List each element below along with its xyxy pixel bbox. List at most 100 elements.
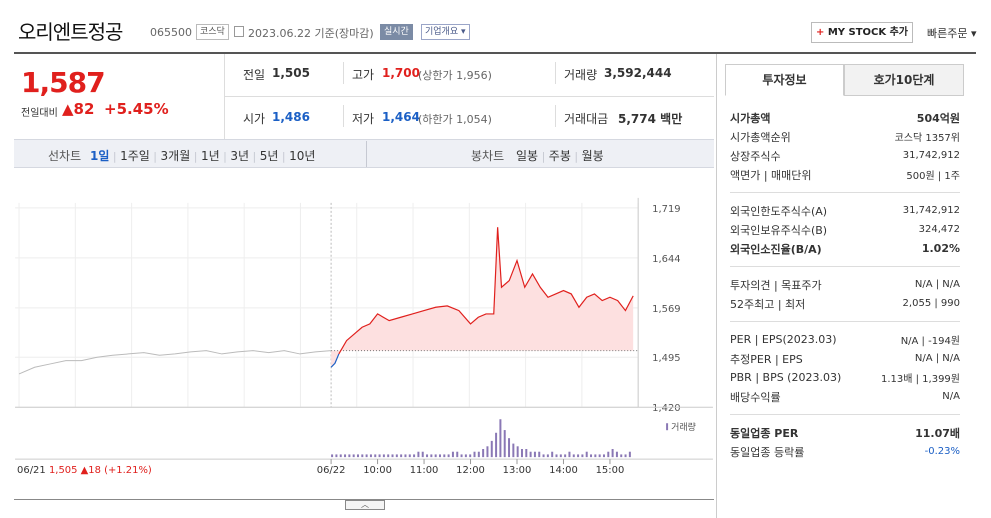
y-tick-label: 1,420 (652, 403, 681, 414)
candle-tab[interactable]: 주봉 (548, 149, 571, 163)
info-value: 코스닥 1357위 (894, 133, 960, 144)
chart-expand-handle[interactable]: ︿ (345, 500, 385, 510)
info-key: 동일업종 PER (730, 426, 799, 440)
volume-bar (555, 454, 558, 458)
x-tick-label: 13:00 (503, 465, 532, 476)
volume-bar (538, 451, 541, 458)
info-row: PER | EPS(2023.03) N/A | -194원 (730, 330, 960, 349)
info-row: 외국인보유주식수(B) 324,472 (730, 220, 960, 239)
volume-value: 3,592,444 (604, 66, 672, 80)
range-tab[interactable]: 3년 (230, 149, 250, 163)
today-series-up (338, 227, 634, 355)
info-key: 외국인한도주식수(A) (730, 204, 828, 218)
info-group: 동일업종 PER 11.07배 동일업종 등락률 -0.23% (730, 423, 960, 469)
amount-number: 5,774 (618, 112, 656, 126)
info-row: 투자의견 | 목표주가 N/A | N/A (730, 275, 960, 294)
volume-bar (624, 454, 627, 458)
prev-day-series (18, 350, 332, 375)
prev-day-summary: 1,505 ▲18 (+1.21%) (49, 465, 152, 476)
volume-bar (516, 446, 519, 458)
info-value: 1.02% (921, 242, 960, 255)
tab-investment-info[interactable]: 투자정보 (725, 64, 844, 96)
info-row: 외국인한도주식수(A) 31,742,912 (730, 201, 960, 220)
line-chart-label: 선차트 (48, 149, 82, 163)
range-tab[interactable]: 1일 (90, 149, 110, 163)
realtime-button[interactable]: 실시간 (380, 24, 413, 40)
up-arrow-icon: ▲ (62, 100, 74, 118)
volume-bar (378, 454, 381, 458)
volume-bar (520, 449, 523, 458)
volume-bar (374, 454, 377, 458)
change-percent: +5.45% (104, 100, 169, 118)
info-value: 2,055 | 990 (902, 298, 960, 309)
volume-bar (369, 454, 372, 458)
volume-bar (503, 430, 506, 458)
x-tick-label: 12:00 (456, 465, 485, 476)
open-price: 1,486 (272, 110, 310, 124)
candle-chart-label: 봉차트 (471, 149, 505, 163)
volume-bar (477, 451, 480, 458)
volume-bar (628, 451, 631, 458)
volume-bar (460, 454, 463, 458)
gain-area (331, 227, 634, 368)
volume-bar (529, 451, 532, 458)
range-tab[interactable]: 1년 (200, 149, 220, 163)
range-tab[interactable]: 1주일 (120, 149, 150, 163)
info-row: 52주최고 | 최저 2,055 | 990 (730, 294, 960, 313)
volume-bar (356, 454, 359, 458)
high-label: 고가 (352, 68, 375, 82)
info-row: 외국인소진율(B/A) 1.02% (730, 239, 960, 258)
volume-bar (400, 454, 403, 458)
info-key: 액면가 | 매매단위 (730, 168, 812, 182)
panel-divider (716, 54, 717, 518)
quick-order-button[interactable]: 빠른주문 ▾ (927, 25, 977, 41)
today-series-down (330, 353, 340, 368)
header-divider (14, 52, 976, 54)
add-mystock-button[interactable]: + MY STOCK 추가 (811, 22, 913, 43)
volume-bar (512, 443, 515, 458)
stock-name: 오리엔트정공 (18, 20, 123, 44)
range-tab[interactable]: 3개월 (160, 149, 191, 163)
info-key: 동일업종 등락률 (730, 445, 805, 459)
volume-bar (602, 454, 605, 458)
cell-divider (555, 62, 556, 84)
y-tick-label: 1,569 (652, 304, 681, 315)
tab-separator: | (109, 150, 121, 163)
price-change: ▲82 (62, 100, 94, 118)
tab-separator: | (149, 150, 161, 163)
open-label: 시가 (243, 112, 266, 126)
volume-bar (430, 454, 433, 458)
tab-orderbook[interactable]: 호가10단계 (844, 64, 964, 96)
info-key: 배당수익률 (730, 390, 781, 404)
corp-info-dropdown[interactable]: 기업개요 ▾ (421, 24, 470, 40)
y-tick-label: 1,719 (652, 204, 681, 215)
quote-date: 2023.06.22 기준(장마감) (248, 27, 374, 40)
chevron-down-icon: ▾ (970, 27, 977, 40)
cell-divider (343, 105, 344, 127)
volume-bar (365, 454, 368, 458)
info-key: 외국인소진율(B/A) (730, 242, 822, 256)
volume-bar (611, 449, 614, 458)
low-price: 1,464 (382, 110, 420, 124)
tab-separator: | (538, 150, 549, 163)
candle-tab[interactable]: 월봉 (581, 149, 604, 163)
info-group: 시가총액 504억원 시가총액순위 코스닥 1357위 상장주식수 31,742,912 액… (730, 108, 960, 193)
volume-bar (607, 451, 610, 458)
calendar-icon (234, 26, 244, 37)
candle-tab[interactable]: 일봉 (516, 149, 539, 163)
volume-label: 거래량 (564, 68, 598, 82)
tab-separator: | (190, 150, 201, 163)
volume-bar (590, 454, 593, 458)
upper-limit: (상한가 1,956) (418, 69, 492, 82)
price-chart[interactable]: 1,719 1,644 1,569 1,495 1,420 거래량 06/22 10:00 11… (14, 168, 714, 500)
toolbar-divider (366, 141, 367, 167)
volume-bar (408, 454, 411, 458)
volume-bar (508, 438, 511, 458)
amount-unit: 백만 (660, 112, 683, 126)
range-tab[interactable]: 5년 (259, 149, 279, 163)
x-tick-label: 14:00 (549, 465, 578, 476)
volume-bar (568, 451, 571, 458)
range-tab[interactable]: 10년 (289, 149, 316, 163)
prev-label: 전일 (243, 68, 266, 82)
volume-bar (361, 454, 364, 458)
